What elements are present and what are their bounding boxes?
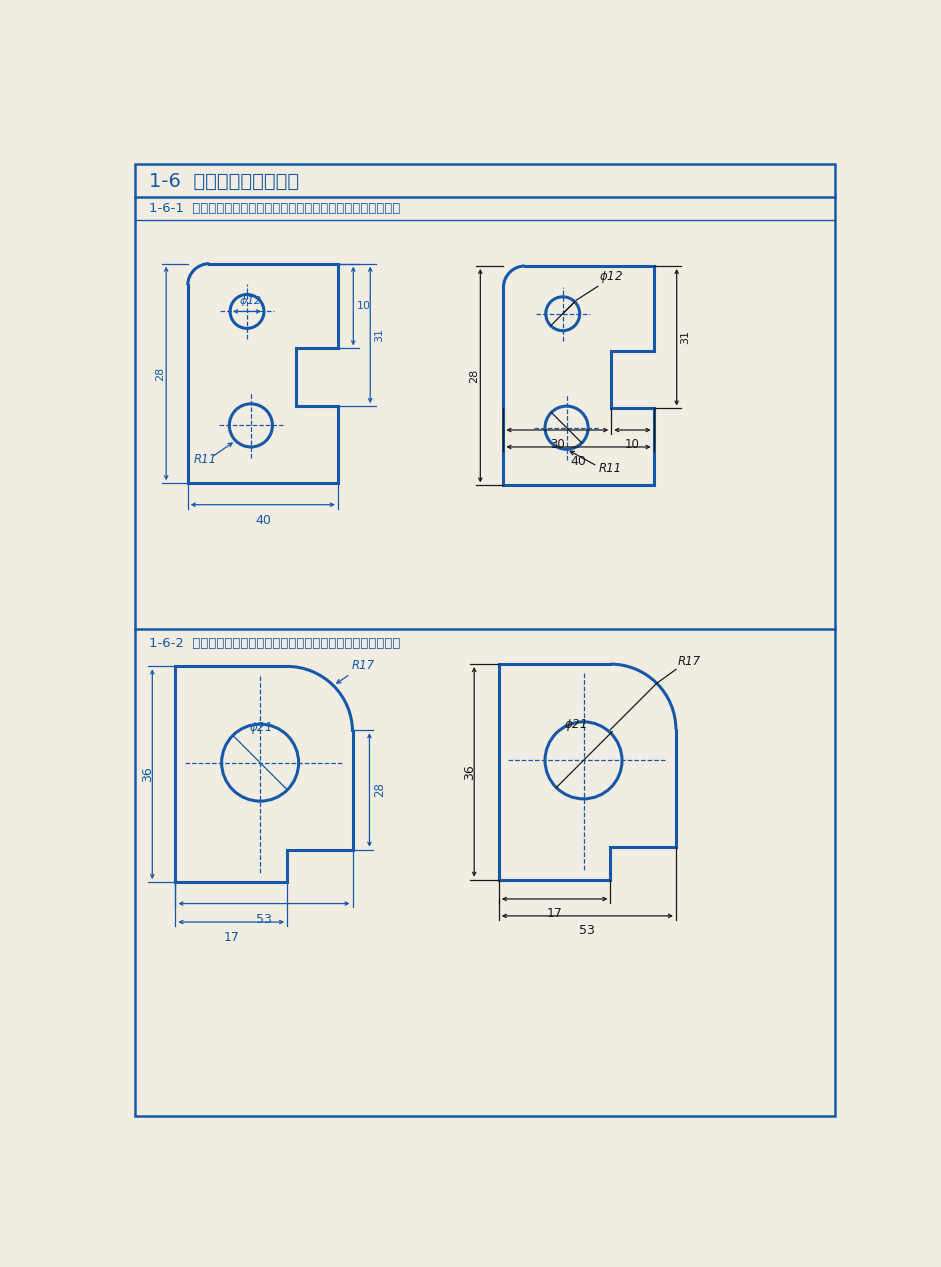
Text: 40: 40 xyxy=(570,455,586,469)
Text: R17: R17 xyxy=(352,660,375,673)
Text: 28: 28 xyxy=(155,366,166,380)
Text: 36: 36 xyxy=(141,767,154,782)
Text: 31: 31 xyxy=(375,328,384,342)
Text: 28: 28 xyxy=(374,783,387,797)
Text: 10: 10 xyxy=(625,438,640,451)
Text: R11: R11 xyxy=(598,462,622,475)
Text: 31: 31 xyxy=(680,331,691,345)
Text: 53: 53 xyxy=(580,925,596,938)
Text: 1-6-1  检查下图中尺寸注法的错误，将正确的注法标注在右图中。: 1-6-1 检查下图中尺寸注法的错误，将正确的注法标注在右图中。 xyxy=(150,201,401,214)
Text: 36: 36 xyxy=(463,764,476,779)
Text: $\phi$21: $\phi$21 xyxy=(565,717,587,734)
Text: 17: 17 xyxy=(547,907,563,920)
Text: $\phi$12: $\phi$12 xyxy=(239,294,263,308)
Text: $\phi$21: $\phi$21 xyxy=(248,720,272,736)
Text: 30: 30 xyxy=(550,438,565,451)
Text: 53: 53 xyxy=(256,912,272,926)
Text: 17: 17 xyxy=(223,931,239,944)
Text: 1-6-2  检查下图中尺寸注法的错误，将正确的注法标注在右图中。: 1-6-2 检查下图中尺寸注法的错误，将正确的注法标注在右图中。 xyxy=(150,637,401,650)
Text: $\phi$12: $\phi$12 xyxy=(599,269,623,285)
Text: 28: 28 xyxy=(470,369,480,383)
Text: 40: 40 xyxy=(255,514,271,527)
Text: 10: 10 xyxy=(358,302,371,310)
Text: 1-6  尺寸标注练习（一）: 1-6 尺寸标注练习（一） xyxy=(150,172,299,191)
Text: R17: R17 xyxy=(678,655,701,668)
Text: R11: R11 xyxy=(193,454,216,466)
